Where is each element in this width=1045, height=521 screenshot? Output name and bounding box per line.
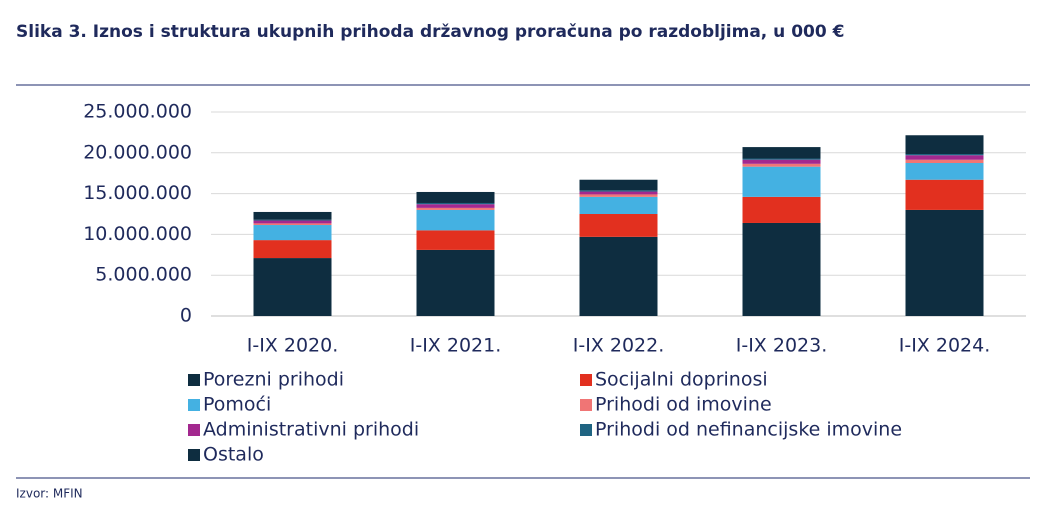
- legend-label: Prihodi od nefinancijske imovine: [595, 419, 902, 441]
- bar-segment: [742, 196, 821, 223]
- bar-segment: [742, 147, 821, 159]
- chart-title: Slika 3. Iznos i struktura ukupnih priho…: [16, 22, 844, 42]
- bar-segment: [905, 179, 984, 210]
- legend-label: Porezni prihodi: [203, 369, 344, 391]
- legend-label: Pomoći: [203, 394, 271, 416]
- bar-segment: [579, 194, 658, 197]
- legend-label: Prihodi od imovine: [595, 394, 772, 416]
- legend-label: Ostalo: [203, 444, 264, 466]
- bar-segment: [416, 204, 495, 208]
- bar-segment: [742, 163, 821, 167]
- x-tick-label: I-IX 2022.: [573, 335, 665, 357]
- legend-label: Socijalni doprinosi: [595, 369, 768, 391]
- source: Izvor: MFIN: [16, 487, 83, 501]
- legend-swatch: [188, 449, 200, 461]
- bar-segment: [253, 225, 332, 241]
- legend-swatch: [580, 424, 592, 436]
- bar-segment: [253, 219, 332, 221]
- bar-segment: [253, 211, 332, 220]
- bar-segment: [416, 202, 495, 205]
- bar-segment: [579, 196, 658, 214]
- bar-segment: [905, 159, 984, 163]
- bar-segment: [905, 209, 984, 316]
- y-tick-label: 20.000.000: [83, 141, 192, 163]
- y-tick-label: 0: [180, 305, 192, 327]
- legend-swatch: [188, 399, 200, 411]
- bar-segment: [905, 135, 984, 155]
- x-tick-label: I-IX 2021.: [410, 335, 502, 357]
- bar-segment: [416, 207, 495, 210]
- bar-segment: [579, 179, 658, 191]
- bar-segment: [905, 163, 984, 180]
- bar-segment: [742, 158, 821, 160]
- bar-segment: [905, 155, 984, 160]
- bar-segment: [905, 154, 984, 156]
- bar-segment: [416, 230, 495, 250]
- y-tick-label: 25.000.000: [83, 101, 192, 123]
- legend-label: Administrativni prihodi: [203, 419, 419, 441]
- bar-segment: [253, 240, 332, 259]
- bar-segment: [579, 214, 658, 237]
- bar-segment: [416, 249, 495, 316]
- legend-swatch: [580, 374, 592, 386]
- legend-swatch: [188, 424, 200, 436]
- bar-segment: [253, 258, 332, 316]
- y-tick-label: 5.000.000: [95, 264, 192, 286]
- bar-segment: [579, 191, 658, 195]
- bar-segment: [253, 223, 332, 226]
- x-tick-label: I-IX 2023.: [736, 335, 828, 357]
- bar-segment: [742, 166, 821, 197]
- y-tick-label: 10.000.000: [83, 223, 192, 245]
- bar-segment: [579, 190, 658, 192]
- x-tick-label: I-IX 2024.: [899, 335, 991, 357]
- legend-swatch: [580, 399, 592, 411]
- bar-segment: [253, 220, 332, 224]
- bar-segment: [416, 191, 495, 203]
- y-tick-label: 15.000.000: [83, 182, 192, 204]
- legend-swatch: [188, 374, 200, 386]
- bar-segment: [742, 159, 821, 164]
- bar-segment: [742, 222, 821, 316]
- x-tick-label: I-IX 2020.: [247, 335, 339, 357]
- bar-segment: [416, 209, 495, 231]
- bar-segment: [579, 236, 658, 316]
